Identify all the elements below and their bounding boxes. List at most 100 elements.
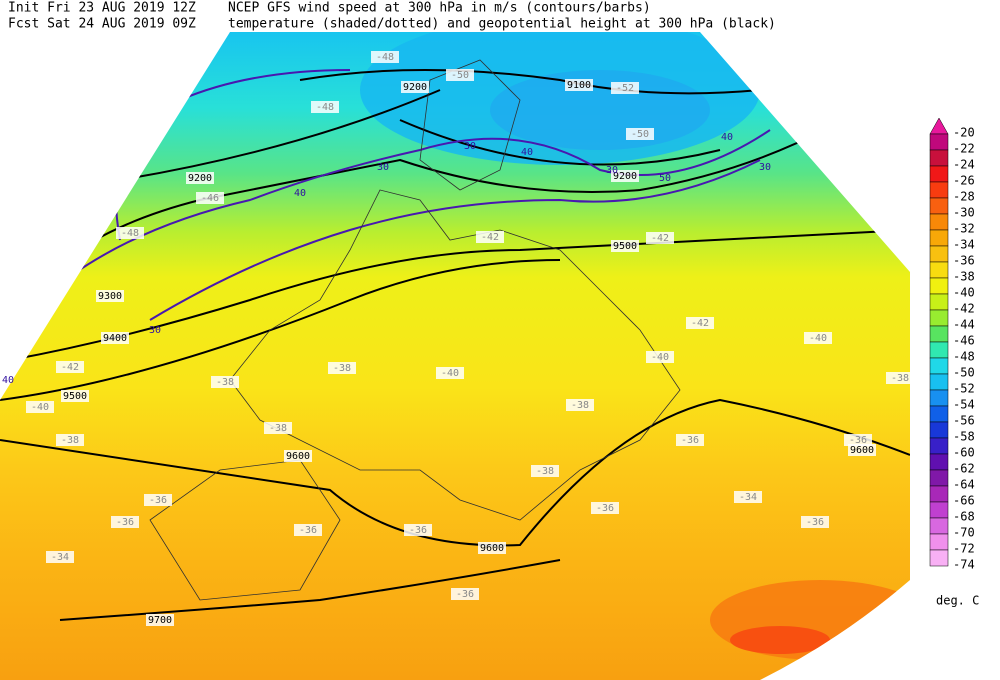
temperature-label-bg <box>844 434 872 446</box>
colorbar-box <box>929 309 949 327</box>
temperature-label-bg <box>476 231 504 243</box>
temperature-label: -36 <box>409 525 427 536</box>
temperature-label: -36 <box>596 503 614 514</box>
temperature-label: -34 <box>51 552 69 563</box>
colorbar-box <box>929 181 949 199</box>
temperature-label: -38 <box>216 377 234 388</box>
colorbar-box <box>929 149 949 167</box>
temperature-label-bg <box>211 376 239 388</box>
temperature-label: -50 <box>631 129 649 140</box>
wind-label: 30 <box>377 162 389 173</box>
temperature-label: -36 <box>456 589 474 600</box>
temperature-label: -50 <box>451 70 469 81</box>
height-label: 9200 <box>613 171 637 182</box>
colorbar-label: -32 <box>953 222 975 236</box>
height-label-bg <box>96 290 124 302</box>
height-label-bg <box>565 79 593 91</box>
temperature-label-bg <box>328 362 356 374</box>
wind-label: 40 <box>521 147 533 158</box>
height-label: 9300 <box>98 291 122 302</box>
title-line: NCEP GFS wind speed at 300 hPa in m/s (c… <box>228 1 651 16</box>
height-label-bg <box>611 170 639 182</box>
colorbar-box <box>929 245 949 263</box>
colorbar-label: -70 <box>953 526 975 540</box>
temperature-label-bg <box>591 502 619 514</box>
temperature-label: -36 <box>149 495 167 506</box>
colorbar-box <box>929 533 949 551</box>
colorbar-label: -34 <box>953 238 975 252</box>
wind-label: 30 <box>759 162 771 173</box>
temperature-label-bg <box>196 192 224 204</box>
colorbar-box <box>929 229 949 247</box>
colorbar-label: -54 <box>953 398 975 412</box>
wind-label: 40 <box>294 188 306 199</box>
colorbar-box <box>929 485 949 503</box>
temperature-label-bg <box>646 351 674 363</box>
colorbar-box <box>929 213 949 231</box>
colorbar-box <box>929 341 949 359</box>
colorbar-box <box>929 469 949 487</box>
colorbar-box <box>929 549 949 567</box>
temperature-label-bg <box>734 491 762 503</box>
colorbar-box <box>929 437 949 455</box>
temperature-label: -34 <box>739 492 757 503</box>
colorbar-label: -46 <box>953 334 975 348</box>
temperature-label: -42 <box>481 232 499 243</box>
colorbar-box <box>929 133 949 151</box>
height-label: 9500 <box>63 391 87 402</box>
colorbar-box <box>929 453 949 471</box>
temperature-label-bg <box>111 516 139 528</box>
temperature-label-bg <box>626 128 654 140</box>
init-text: Init Fri 23 AUG 2019 12Z <box>8 1 196 16</box>
height-label: 9500 <box>613 241 637 252</box>
wind-label: 30 <box>464 141 476 152</box>
temperature-label-bg <box>311 101 339 113</box>
colorbar-box <box>929 293 949 311</box>
wind-label: 30 <box>149 325 161 336</box>
temperature-label-bg <box>436 367 464 379</box>
colorbar-box <box>929 165 949 183</box>
height-label-bg <box>61 390 89 402</box>
colorbar-box <box>929 405 949 423</box>
temperature-label: -46 <box>201 193 219 204</box>
colorbar-label: -64 <box>953 478 975 492</box>
colorbar-box <box>929 197 949 215</box>
colorbar-box <box>929 261 949 279</box>
temperature-label: -36 <box>299 525 317 536</box>
temperature-label: -38 <box>536 466 554 477</box>
colorbar-label: -22 <box>953 142 975 156</box>
temperature-label-bg <box>26 401 54 413</box>
temperature-label: -36 <box>116 517 134 528</box>
temperature-label: -42 <box>691 318 709 329</box>
colorbar-label: -50 <box>953 366 975 380</box>
height-label: 9100 <box>567 80 591 91</box>
wind-label: 40 <box>2 375 14 386</box>
temperature-label: -36 <box>849 435 867 446</box>
colorbar-label: -52 <box>953 382 975 396</box>
colorbar-label: -72 <box>953 542 975 556</box>
height-label-bg <box>401 81 429 93</box>
colorbar-unit: deg. C <box>936 594 979 608</box>
height-label: 9600 <box>286 451 310 462</box>
colorbar-label: -40 <box>953 286 975 300</box>
temperature-label-bg <box>804 332 832 344</box>
colorbar-box <box>929 277 949 295</box>
temperature-label-bg <box>566 399 594 411</box>
height-label-bg <box>478 542 506 554</box>
colorbar-label: -62 <box>953 462 975 476</box>
colorbar-label: -74 <box>953 558 975 572</box>
colorbar-label: -58 <box>953 430 975 444</box>
forecast-text: Fcst Sat 24 AUG 2019 09Z <box>8 17 196 32</box>
height-label-bg <box>611 240 639 252</box>
colorbar-label: -38 <box>953 270 975 284</box>
colorbar-box <box>929 517 949 535</box>
temperature-label-bg <box>531 465 559 477</box>
temperature-label: -42 <box>61 362 79 373</box>
temperature-label-bg <box>144 494 172 506</box>
colorbar-label: -28 <box>953 190 975 204</box>
colorbar-label: -20 <box>953 126 975 140</box>
temperature-label-bg <box>886 372 914 384</box>
